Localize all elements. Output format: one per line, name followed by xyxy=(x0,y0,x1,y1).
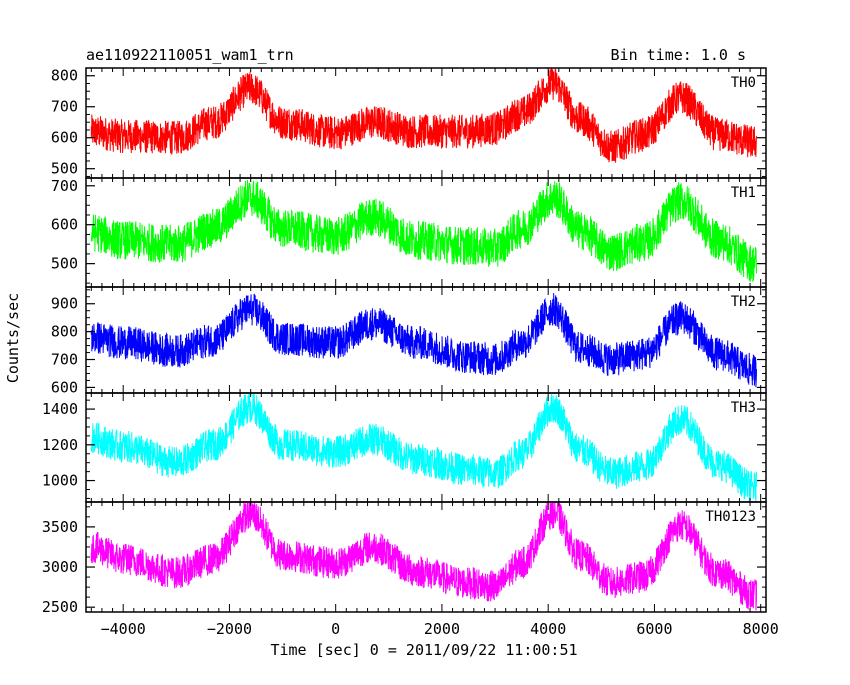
panel-label: TH2 xyxy=(731,294,756,310)
y-tick-label: 500 xyxy=(51,255,78,273)
panel-label: TH0 xyxy=(731,75,756,91)
y-tick-label: 700 xyxy=(51,177,78,195)
series-th1 xyxy=(90,179,757,282)
panel-label: TH0123 xyxy=(705,509,756,525)
y-axis-title: Counts/sec xyxy=(4,293,22,383)
y-tick-label: 2500 xyxy=(42,598,78,616)
series-th0123 xyxy=(90,502,757,611)
panel-th1: 500 600 700 TH1 xyxy=(51,177,767,288)
y-tick-label: 600 xyxy=(51,378,78,396)
y-tick-label: 1000 xyxy=(42,472,78,490)
y-tick-label: 1400 xyxy=(42,400,78,418)
x-axis-title: Time [sec] 0 = 2011/09/22 11:00:51 xyxy=(270,641,577,659)
x-axis: −4000 −2000 0 2000 4000 6000 8000 xyxy=(101,620,779,638)
panel-th0: 500 600 700 800 TH0 xyxy=(51,67,767,179)
bin-time-label: Bin time: 1.0 s xyxy=(611,46,746,64)
y-tick-label: 1200 xyxy=(42,436,78,454)
y-tick-label: 3500 xyxy=(42,518,78,536)
series-th2 xyxy=(90,293,757,388)
x-tick-label: −2000 xyxy=(207,620,252,638)
y-tick-label: 600 xyxy=(51,216,78,234)
x-tick-label: 6000 xyxy=(636,620,672,638)
y-tick-label: 700 xyxy=(51,351,78,369)
x-tick-label: 4000 xyxy=(530,620,566,638)
series-th3 xyxy=(90,393,757,502)
y-tick-label: 800 xyxy=(51,67,78,85)
y-tick-label: 500 xyxy=(51,160,78,178)
y-tick-label: 800 xyxy=(51,323,78,341)
y-tick-label: 900 xyxy=(51,295,78,313)
panel-label: TH3 xyxy=(731,400,756,416)
series-th0 xyxy=(90,68,757,163)
y-tick-label: 600 xyxy=(51,129,78,147)
panel-th2: 600 700 800 900 TH2 xyxy=(51,286,767,396)
y-tick-label: 3000 xyxy=(42,558,78,576)
y-tick-label: 700 xyxy=(51,98,78,116)
x-tick-label: 0 xyxy=(331,620,340,638)
panel-th3: 1000 1200 1400 TH3 xyxy=(42,392,767,503)
x-tick-label: 8000 xyxy=(743,620,779,638)
panel-th0123: 2500 3000 3500 TH0123 xyxy=(42,501,767,616)
panel-label: TH1 xyxy=(731,185,756,201)
panels-group: 500 600 700 800 TH0 500 600 700 TH1 600 700 800 900 T… xyxy=(42,67,767,616)
chart-title: ae110922110051_wam1_trn xyxy=(86,46,294,64)
x-tick-label: −4000 xyxy=(101,620,146,638)
x-tick-label: 2000 xyxy=(424,620,460,638)
